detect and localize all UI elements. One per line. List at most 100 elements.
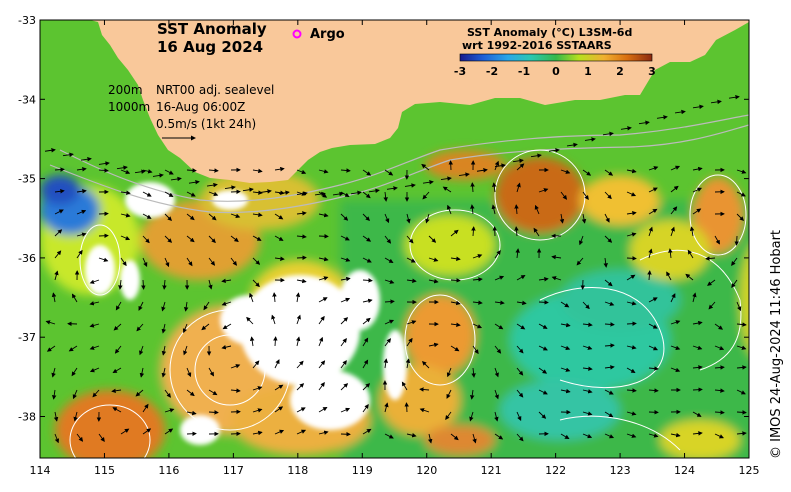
current-arrow — [142, 213, 152, 219]
current-arrow — [538, 389, 548, 395]
current-arrow — [516, 389, 524, 398]
current-arrow — [340, 407, 351, 413]
current-arrow — [186, 168, 197, 173]
current-arrow — [714, 388, 725, 393]
current-arrow — [648, 226, 653, 237]
contour-label-200m: 200m — [108, 83, 143, 97]
current-arrow — [534, 204, 540, 215]
current-arrow — [208, 410, 219, 415]
current-arrow — [458, 172, 470, 177]
current-arrow — [252, 386, 263, 391]
current-arrow — [296, 314, 301, 325]
current-arrow — [296, 429, 307, 435]
current-arrow — [252, 212, 263, 218]
current-arrow — [714, 433, 724, 439]
x-tick-label: 118 — [287, 464, 308, 477]
current-arrow — [92, 389, 100, 398]
current-arrow — [670, 206, 678, 215]
current-arrow — [318, 212, 329, 218]
current-arrow — [604, 191, 612, 200]
current-arrow — [296, 278, 307, 284]
x-tick-label: 122 — [545, 464, 566, 477]
current-arrow — [142, 235, 150, 244]
colorbar — [459, 53, 653, 62]
current-arrow — [120, 213, 131, 218]
current-arrow — [112, 367, 122, 374]
current-arrow — [450, 433, 459, 441]
current-arrow — [428, 235, 437, 243]
current-arrow — [362, 337, 369, 347]
current-arrow — [186, 257, 193, 267]
current-arrow — [221, 345, 232, 350]
current-arrow — [647, 270, 652, 281]
current-arrow — [626, 345, 637, 350]
current-arrow — [406, 257, 416, 263]
current-arrow — [604, 389, 614, 395]
current-arrow — [314, 191, 326, 197]
current-arrow — [685, 273, 694, 281]
current-arrow — [404, 183, 416, 188]
current-arrow — [692, 345, 703, 350]
current-arrow — [538, 323, 548, 329]
current-arrow — [164, 257, 170, 268]
current-arrow — [340, 297, 351, 303]
current-arrow — [136, 323, 144, 332]
current-arrow — [604, 235, 613, 243]
colorbar-tick-label: -3 — [454, 65, 466, 78]
current-arrow — [89, 367, 100, 373]
current-arrow — [514, 204, 519, 215]
current-arrow — [62, 152, 74, 157]
current-arrow — [340, 213, 349, 221]
current-arrow — [670, 293, 676, 303]
current-arrow — [161, 345, 167, 356]
colorbar-tick-label: 3 — [648, 65, 656, 78]
current-arrow — [208, 389, 218, 396]
current-arrow — [152, 173, 164, 178]
current-arrow — [604, 169, 614, 176]
current-arrow — [450, 300, 461, 306]
current-arrow — [274, 235, 284, 241]
current-arrow — [626, 168, 637, 174]
current-arrow — [186, 410, 197, 416]
current-arrow — [183, 301, 189, 312]
current-arrow — [183, 345, 188, 356]
current-arrow — [666, 271, 672, 281]
current-arrow — [560, 388, 571, 394]
current-arrow — [648, 297, 658, 303]
current-arrow — [516, 411, 522, 422]
current-arrow — [384, 235, 392, 244]
current-arrow — [362, 191, 371, 199]
current-arrow — [120, 190, 131, 195]
current-arrow — [602, 131, 614, 137]
current-arrow — [494, 160, 500, 171]
current-arrow — [472, 300, 483, 305]
current-arrow — [208, 279, 213, 290]
current-arrow — [604, 365, 615, 370]
current-arrow — [692, 365, 703, 370]
current-arrow — [551, 254, 562, 260]
current-arrow — [648, 323, 658, 329]
current-arrow — [689, 226, 695, 237]
current-arrow — [446, 367, 452, 378]
current-arrow — [442, 186, 452, 193]
current-arrow — [538, 277, 549, 282]
current-arrow — [494, 411, 499, 422]
colorbar-tick-label: 1 — [584, 65, 592, 78]
current-arrow — [89, 323, 100, 328]
current-arrow — [670, 165, 681, 171]
current-arrow — [368, 188, 380, 194]
current-arrow — [472, 433, 477, 444]
current-arrow — [89, 301, 100, 306]
current-arrow — [164, 389, 171, 398]
current-arrow — [469, 389, 475, 400]
current-arrow — [44, 148, 56, 153]
current-arrow — [476, 168, 488, 173]
current-arrow — [274, 384, 284, 391]
current-arrow — [201, 323, 210, 331]
current-arrow — [182, 323, 188, 334]
current-arrow — [450, 278, 461, 283]
current-arrow — [271, 314, 276, 325]
current-arrow — [472, 323, 483, 329]
current-arrow — [384, 402, 389, 413]
